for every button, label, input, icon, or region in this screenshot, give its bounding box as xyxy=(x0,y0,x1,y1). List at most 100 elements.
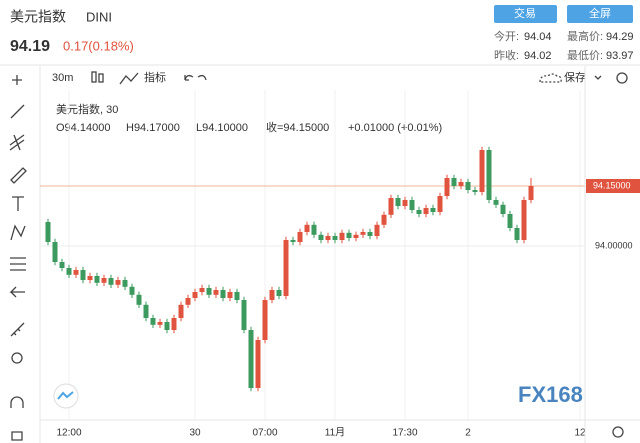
candle-body xyxy=(283,240,289,296)
candle xyxy=(234,288,240,304)
candle xyxy=(325,232,331,244)
pattern-tool[interactable] xyxy=(10,224,26,241)
candle-body xyxy=(346,232,352,238)
candle xyxy=(255,336,261,392)
lock-tool[interactable] xyxy=(11,431,23,441)
candle-body xyxy=(514,228,520,240)
text-tool[interactable] xyxy=(12,196,24,211)
y-tick-label: 94.00000 xyxy=(595,240,633,250)
candle-icon[interactable] xyxy=(98,73,104,83)
x-tick-label: 30 xyxy=(189,428,201,439)
candle-body xyxy=(241,300,247,330)
last-price-label: 94.15000 xyxy=(593,180,631,190)
candle-body xyxy=(486,150,492,200)
undo-icon[interactable] xyxy=(184,74,194,81)
axis-settings[interactable] xyxy=(612,426,624,438)
candle-body xyxy=(451,178,457,186)
candle xyxy=(416,206,422,218)
candle xyxy=(437,192,443,216)
interval[interactable]: 30m xyxy=(52,72,73,84)
candle xyxy=(213,286,219,298)
sidebar xyxy=(9,75,27,441)
candle-body xyxy=(199,288,205,292)
trade-label[interactable]: 交易 xyxy=(514,6,536,20)
magnet-tool[interactable] xyxy=(10,396,24,408)
candle xyxy=(45,218,51,246)
stat-value: 94.29 xyxy=(606,31,634,43)
candle xyxy=(185,294,191,308)
candle-body xyxy=(367,232,373,236)
candle xyxy=(59,258,65,272)
candle-body xyxy=(220,290,226,298)
candle xyxy=(269,286,275,304)
indicators[interactable]: 指标 xyxy=(144,70,166,84)
candle-body xyxy=(444,178,450,196)
candle-body xyxy=(206,288,212,295)
candle xyxy=(227,288,233,302)
candle-body xyxy=(409,200,415,210)
candle-body xyxy=(101,278,107,283)
candle-body xyxy=(479,150,485,192)
dropdown-icon[interactable] xyxy=(594,75,602,80)
candle-body xyxy=(262,300,268,340)
cloud-icon[interactable] xyxy=(539,73,562,83)
candle-body xyxy=(108,278,114,285)
candle xyxy=(171,314,177,334)
save[interactable]: 保存 xyxy=(564,70,586,84)
candle xyxy=(136,291,142,308)
candle xyxy=(528,178,534,204)
settings-icon[interactable] xyxy=(616,72,628,84)
line-tool[interactable] xyxy=(10,104,25,119)
candle xyxy=(248,326,254,392)
candle-body xyxy=(507,214,513,228)
indicator-icon[interactable] xyxy=(119,72,139,85)
candle-body xyxy=(402,200,408,206)
candle xyxy=(150,314,156,328)
candle xyxy=(430,204,436,216)
measure-tool[interactable] xyxy=(10,257,26,271)
candle xyxy=(465,178,471,194)
fullscreen-button[interactable] xyxy=(567,5,633,23)
title: 美元指数 xyxy=(10,9,66,25)
candle xyxy=(73,266,79,278)
candle xyxy=(409,196,415,214)
candle xyxy=(367,228,373,240)
candle-body xyxy=(73,270,79,275)
candle-body xyxy=(493,200,499,205)
candle xyxy=(423,204,429,218)
price: 94.19 xyxy=(10,38,50,55)
symbol: DINI xyxy=(86,9,112,24)
candle-body xyxy=(143,304,149,318)
candle-body xyxy=(416,210,422,214)
stat-value: 93.97 xyxy=(606,50,634,62)
candle-body xyxy=(66,268,72,275)
candle xyxy=(66,264,72,278)
stat-label: 最高价: xyxy=(567,29,603,43)
stat-label: 昨收: xyxy=(494,48,519,62)
candle-body xyxy=(150,318,156,325)
fullscreen-label[interactable]: 全屏 xyxy=(589,6,611,20)
candle-body xyxy=(465,182,471,190)
candle xyxy=(332,232,338,244)
candle-icon[interactable] xyxy=(91,71,97,83)
zoom-tool[interactable] xyxy=(11,352,23,364)
chart: 12:00 30 07:00 11月 17:30 2 12 94.00000 94.15000 xyxy=(40,90,640,439)
candle xyxy=(283,236,289,300)
candle xyxy=(388,194,394,218)
candle-body xyxy=(472,190,478,192)
stat-label: 今开: xyxy=(494,29,519,43)
candle-body xyxy=(255,340,261,388)
crosshair-tool[interactable] xyxy=(12,75,22,85)
fib-tool[interactable] xyxy=(9,134,25,151)
redo-icon[interactable] xyxy=(197,74,207,81)
candle-body xyxy=(339,232,345,240)
brush-tool[interactable] xyxy=(10,167,27,184)
candle-body xyxy=(227,292,233,298)
ruler-tool[interactable] xyxy=(10,322,25,337)
trade-button[interactable] xyxy=(494,5,557,23)
candle-body xyxy=(136,294,142,305)
candle xyxy=(129,283,135,298)
candle xyxy=(297,228,303,246)
candle xyxy=(402,196,408,210)
back-tool[interactable] xyxy=(9,286,25,298)
